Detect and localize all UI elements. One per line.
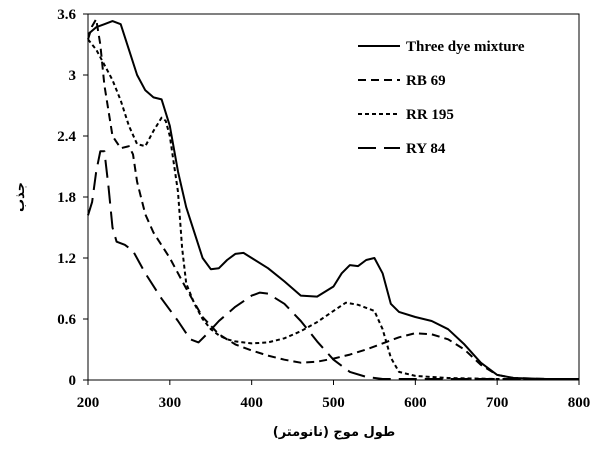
y-tick-label: 3.6 (57, 7, 76, 23)
x-tick-label: 500 (322, 395, 345, 411)
legend: Three dye mixture RB 69 RR 195 RY 84 (358, 39, 525, 157)
x-tick-label: 300 (159, 395, 182, 411)
series-line-2 (87, 18, 579, 380)
x-tick-label: 200 (77, 395, 100, 411)
x-tick-label: 600 (404, 395, 427, 411)
axis-layer: 200 300 400 500 600 700 800 0 0.6 1.2 1.8 2.4 3 3.6 (57, 7, 590, 411)
legend-label: Three dye mixture (406, 39, 525, 55)
series-layer (87, 18, 579, 380)
legend-label: RB 69 (406, 73, 446, 89)
plot-area (87, 13, 580, 381)
y-tick-label: 0 (69, 373, 77, 389)
series-line-3 (87, 38, 579, 380)
legend-label: RR 195 (406, 107, 454, 123)
y-axis-label: جذب (13, 182, 28, 212)
x-tick-label: 800 (568, 395, 591, 411)
y-tick-label: 2.4 (57, 129, 76, 145)
x-axis-label: طول موج (نانومتر) (273, 425, 395, 440)
x-tick-label: 700 (486, 395, 509, 411)
x-tick-label: 400 (240, 395, 263, 411)
y-tick-label: 0.6 (57, 312, 76, 328)
y-tick-label: 1.8 (57, 190, 76, 206)
legend-label: RY 84 (406, 141, 446, 157)
series-line-4 (87, 150, 579, 380)
series-line-1 (87, 20, 579, 380)
y-tick-label: 1.2 (57, 251, 76, 267)
y-tick-label: 3 (69, 68, 77, 84)
